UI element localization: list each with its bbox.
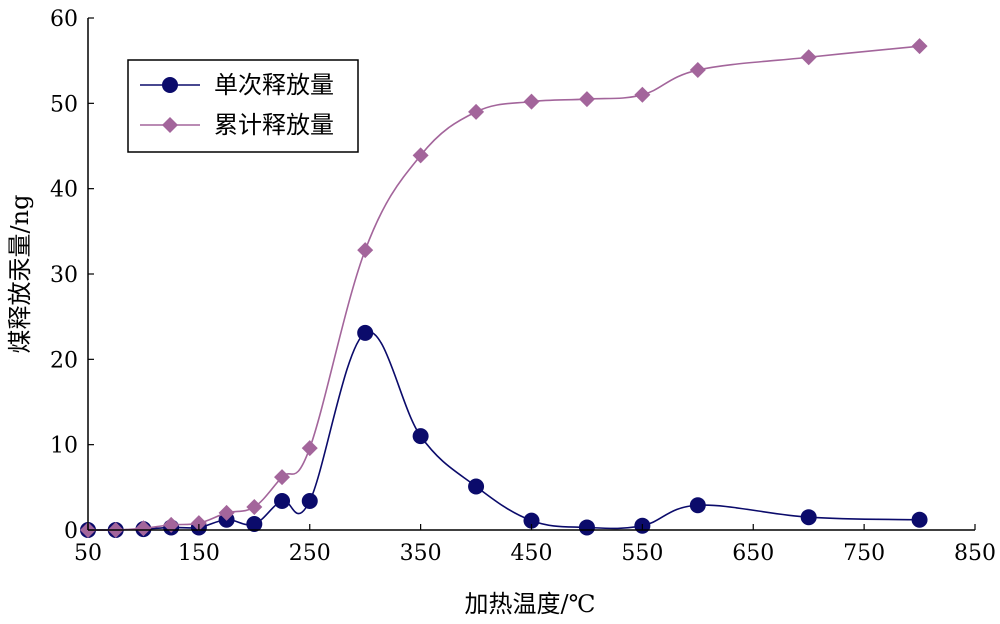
series-1-point <box>412 147 429 164</box>
series-1-point <box>163 516 180 533</box>
x-tick-label: 250 <box>289 541 331 566</box>
series-0-point <box>246 516 263 533</box>
series-1-point <box>357 242 374 259</box>
series-0-point <box>689 497 706 514</box>
series-0-point <box>412 428 429 445</box>
series-1-point <box>468 103 485 120</box>
series-1-point <box>274 469 291 486</box>
y-tick-label: 20 <box>50 348 78 373</box>
series-1-point <box>190 515 207 532</box>
series-1-point <box>218 504 235 521</box>
series-1-point <box>689 62 706 79</box>
series-1-point <box>246 498 263 515</box>
y-ticks: 0 10 20 30 40 50 60 <box>50 7 94 544</box>
series-1-point <box>523 93 540 110</box>
x-axis-title: 加热温度/℃ <box>465 590 596 618</box>
x-tick-label: 750 <box>843 541 885 566</box>
x-tick-label: 850 <box>954 541 996 566</box>
plot-area <box>80 38 928 538</box>
series-1-point <box>800 49 817 66</box>
x-tick-label: 450 <box>511 541 553 566</box>
x-tick-label: 350 <box>400 541 442 566</box>
legend-box <box>127 59 359 153</box>
series-0-point <box>911 511 928 528</box>
series-0-point <box>800 509 817 526</box>
legend-label-single: 单次释放量 <box>214 71 334 99</box>
x-tick-label: 50 <box>74 541 102 566</box>
series-1-point <box>135 520 152 537</box>
series-0-point <box>357 324 374 341</box>
x-tick-label: 150 <box>178 541 220 566</box>
series-0-point <box>523 512 540 529</box>
y-tick-label: 60 <box>50 7 78 32</box>
series-0-point <box>301 492 318 509</box>
series-1-point <box>301 440 318 457</box>
y-tick-label: 50 <box>50 92 78 117</box>
legend-marker-cumulative <box>162 117 178 133</box>
series-0-point <box>578 519 595 536</box>
x-ticks: 50 150 250 350 450 550 650 750 850 <box>74 524 996 566</box>
x-tick-label: 650 <box>732 541 774 566</box>
series-1-point <box>578 91 595 108</box>
legend-marker-single <box>162 77 178 93</box>
x-tick-label: 550 <box>621 541 663 566</box>
series-0-point <box>274 492 291 509</box>
y-tick-label: 0 <box>64 519 78 544</box>
legend-label-cumulative: 累计释放量 <box>214 111 334 139</box>
y-axis-title: 煤释放汞量/ng <box>6 195 34 354</box>
series-1-point <box>911 38 928 55</box>
series-0-point <box>468 478 485 495</box>
series-1-point <box>634 86 651 103</box>
series-line-0 <box>87 331 920 531</box>
y-tick-label: 10 <box>50 434 78 459</box>
legend: 单次释放量 累计释放量 <box>127 59 359 153</box>
y-tick-label: 30 <box>50 263 78 288</box>
y-tick-label: 40 <box>50 178 78 203</box>
